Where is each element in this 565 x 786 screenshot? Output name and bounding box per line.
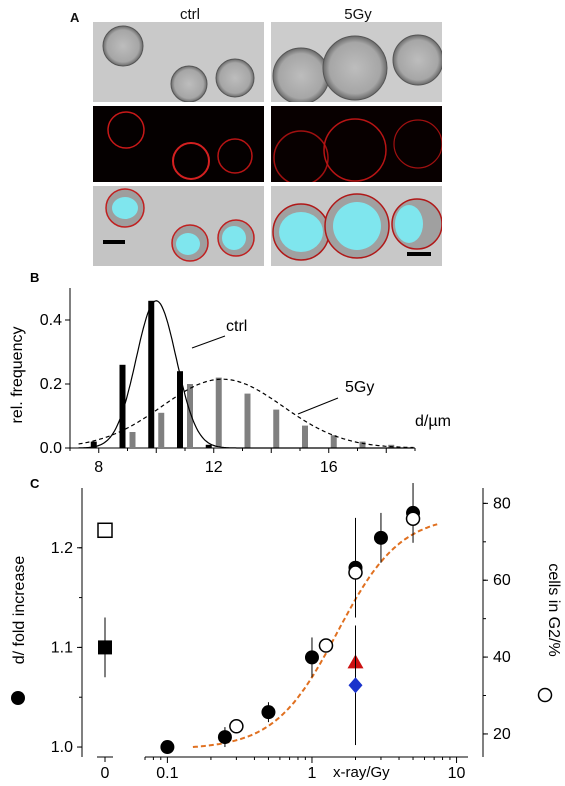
panel-c-ylabel-right: cells in G2/% [545, 563, 562, 656]
panel-c-x-tick-label: 1 [308, 765, 317, 782]
fit-curve-g2 [192, 523, 438, 748]
point-control-d [98, 640, 112, 655]
panel-a-5gy-title: 5Gy [344, 6, 372, 23]
panel-b-xlabel: d/µm [415, 413, 451, 430]
bar-ctrl [119, 364, 126, 448]
fit-curve-5gy [78, 378, 414, 449]
panel-b-ctrl-label: ctrl [226, 318, 247, 335]
bar-ctrl [177, 371, 183, 448]
panel-a-ctrl-title: ctrl [180, 6, 200, 23]
bar-5gy [330, 435, 337, 448]
micrograph-ctrl-membrane-stain [93, 106, 264, 182]
panel-b-x-tick-label: 12 [205, 459, 223, 476]
bar-5gy [273, 409, 280, 448]
panel-b-ylabel: rel. frequency [9, 327, 26, 424]
panel-c-right-tick-label: 60 [493, 572, 511, 589]
bar-5gy [215, 377, 222, 448]
panel-c-xlabel: x-ray/Gy [333, 764, 390, 781]
point-diamond [348, 677, 363, 694]
micrograph-5gy-merge [271, 186, 442, 266]
point-d-fold [261, 705, 276, 720]
panel-b-y-tick-label: 0.4 [40, 312, 62, 329]
panel-c-x-tick-label: 0.1 [156, 765, 178, 782]
panel-c-left-tick-label: 1.2 [51, 540, 73, 557]
panel-c-ylabel-left: d/ fold increase [11, 556, 28, 665]
bar-5gy [187, 384, 193, 448]
panel-c-right-tick-label: 40 [493, 649, 511, 666]
panel-c-left-tick-label: 1.1 [51, 639, 73, 656]
micrograph-5gy-membrane-stain [271, 106, 442, 182]
point-g2-percent [405, 511, 421, 526]
panel-b-5gy-pointer [297, 397, 339, 415]
bar-5gy [359, 441, 366, 448]
panel-b-y-tick-label: 0.2 [40, 376, 62, 393]
micrograph-5gy-brightfield [271, 22, 442, 102]
panel-c-letter: C [30, 476, 40, 491]
bar-ctrl [90, 441, 97, 448]
panel-c-x-tick-label: 10 [448, 765, 466, 782]
point-g2-percent [348, 565, 363, 580]
panel-b-ctrl-pointer [191, 335, 226, 349]
left-axis-marker-filled-circle [11, 691, 25, 705]
point-control-g2 [97, 522, 113, 539]
point-d-fold [373, 530, 388, 545]
panel-c-x-tick-label: 0 [101, 765, 110, 782]
point-d-fold [217, 730, 232, 745]
panel-c-right-tick-label: 80 [493, 495, 511, 512]
panel-c-left-tick-label: 1.0 [51, 739, 73, 756]
bar-5gy [244, 393, 251, 448]
point-d-fold [304, 650, 319, 665]
scale-bar-5gy [407, 252, 431, 256]
panel-c-right-tick-label: 20 [493, 726, 511, 743]
bar-5gy [302, 425, 308, 448]
point-d-fold [160, 740, 175, 755]
panel-a-letter: A [70, 10, 80, 25]
panel-b-x-tick-label: 16 [320, 459, 338, 476]
panel-b-5gy-label: 5Gy [345, 379, 374, 396]
panel-b-x-tick-label: 8 [94, 459, 103, 476]
point-g2-percent [229, 719, 244, 734]
bar-5gy [158, 412, 165, 448]
micrograph-ctrl-merge [93, 186, 264, 266]
fit-curve-ctrl [78, 300, 414, 449]
bar-ctrl [148, 300, 155, 448]
bar-5gy [129, 432, 136, 448]
panel-b-letter: B [30, 270, 39, 285]
point-g2-percent [318, 638, 334, 653]
bar-ctrl [205, 444, 212, 448]
scale-bar-ctrl [103, 240, 125, 244]
micrograph-ctrl-brightfield [93, 22, 264, 102]
panel-b-y-tick-label: 0.0 [40, 440, 62, 457]
right-axis-marker-open-circle [537, 687, 553, 703]
